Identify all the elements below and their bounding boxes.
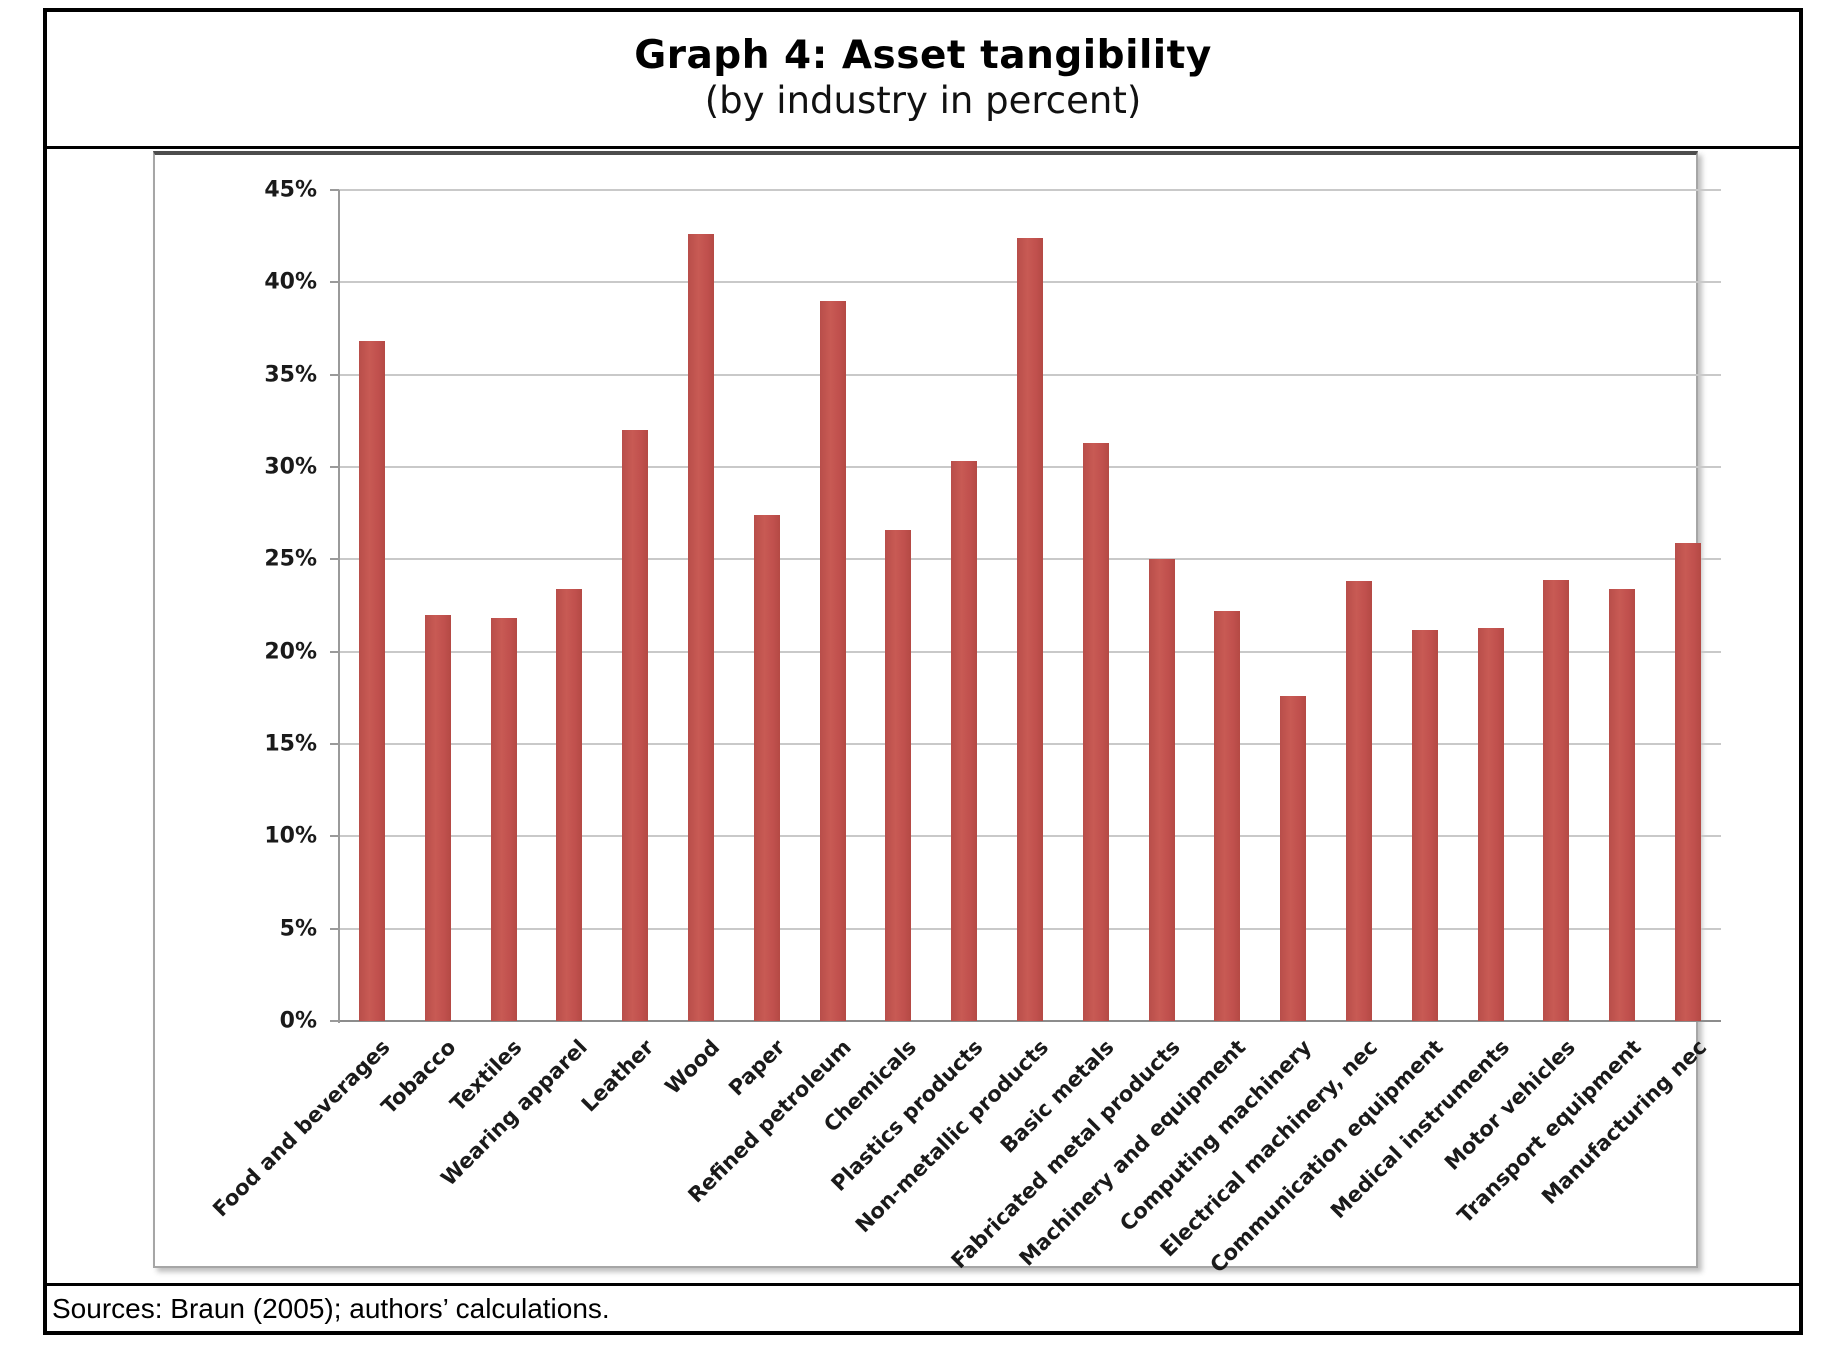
- source-note: Sources: Braun (2005); authors’ calculat…: [52, 1292, 610, 1324]
- page-subtitle: (by industry in percent): [704, 79, 1142, 123]
- bar: [1017, 238, 1043, 1021]
- bar: [358, 341, 385, 1021]
- chart-box: 0% 5% 10% 15% 20% 25% 30% 35% 40% 45% Food and bev…: [153, 151, 1721, 1277]
- bar: [1543, 579, 1570, 1021]
- bar: [556, 588, 583, 1021]
- bar: [424, 614, 451, 1021]
- bar: [1280, 695, 1307, 1021]
- y-axis-tick: [330, 189, 339, 191]
- y-axis-label: 25%: [264, 546, 317, 572]
- source-strip: Sources: Braun (2005); authors’ calculat…: [47, 1283, 1799, 1331]
- bar: [1214, 611, 1241, 1021]
- x-axis-label: Food and beverages: [208, 1035, 395, 1222]
- bar: [951, 461, 978, 1021]
- y-axis-label: 45%: [264, 177, 317, 203]
- bar: [1148, 559, 1175, 1021]
- bar-chart-plot: 0% 5% 10% 15% 20% 25% 30% 35% 40% 45% Food and bev…: [155, 155, 1721, 1277]
- y-axis-label: 40%: [264, 269, 317, 295]
- y-axis-tick: [330, 835, 339, 838]
- gridline: [339, 189, 1721, 191]
- x-axis-label: Communication equipment: [1205, 1035, 1448, 1278]
- bar: [622, 430, 649, 1021]
- bar: [753, 515, 780, 1021]
- y-axis-tick: [330, 281, 339, 284]
- title-area: Graph 4: Asset tangibility (by industry …: [47, 12, 1799, 149]
- bar: [1477, 627, 1504, 1021]
- y-axis-tick: [330, 743, 339, 745]
- y-axis-tick: [330, 927, 339, 930]
- bar: [1675, 542, 1702, 1021]
- figure-border-frame: Graph 4: Asset tangibility (by industry …: [43, 8, 1803, 1335]
- bar: [885, 529, 912, 1021]
- y-axis-label: 35%: [264, 362, 317, 388]
- y-axis-tick: [330, 650, 339, 653]
- x-axis-label: Wood: [660, 1035, 724, 1099]
- y-axis-tick: [330, 1020, 339, 1022]
- y-axis-label: 5%: [279, 916, 317, 942]
- bar: [819, 300, 846, 1021]
- bar: [1411, 629, 1438, 1021]
- y-axis-line: [338, 190, 340, 1023]
- bar: [490, 618, 517, 1021]
- bar: [1609, 588, 1636, 1021]
- bar: [1346, 581, 1373, 1021]
- y-axis-tick: [330, 373, 339, 376]
- y-axis-label: 10%: [264, 823, 317, 849]
- page-title: Graph 4: Asset tangibility: [634, 33, 1212, 79]
- x-axis-label: Basic metals: [995, 1035, 1119, 1158]
- y-axis-label: 15%: [264, 731, 317, 757]
- y-axis-tick: [330, 466, 339, 468]
- x-axis-line: [339, 1020, 1721, 1022]
- y-axis-label: 30%: [264, 454, 317, 480]
- x-axis-label: Leather: [576, 1035, 659, 1117]
- y-axis-label: 20%: [264, 639, 317, 665]
- y-axis-label: 0%: [279, 1008, 317, 1034]
- bar: [1082, 442, 1109, 1021]
- x-axis-label: Paper: [724, 1035, 790, 1101]
- bar: [687, 234, 714, 1021]
- y-axis-tick: [330, 558, 339, 561]
